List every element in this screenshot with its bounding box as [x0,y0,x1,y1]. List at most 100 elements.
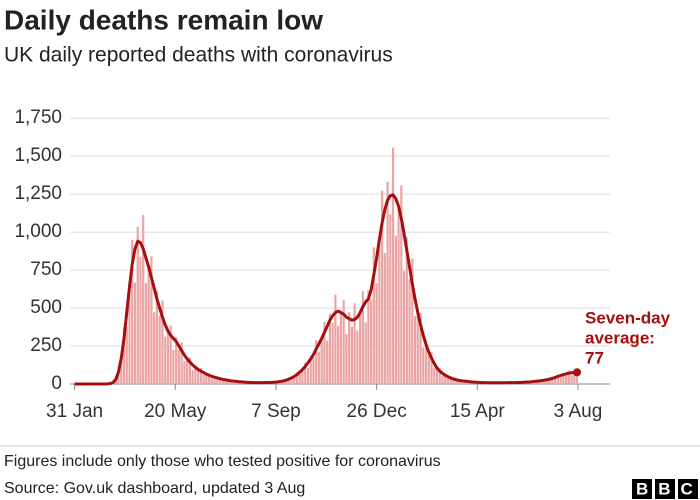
bar [139,256,142,384]
bar [298,374,301,384]
bar [375,283,378,384]
bar [287,380,290,384]
bar [331,322,334,384]
x-tick-label: 31 Jan [46,401,103,422]
x-tick-label: 26 Dec [347,401,407,422]
logo-box [632,479,652,499]
bar [328,313,332,384]
bar [570,375,573,384]
bar [117,370,120,384]
bar [386,181,389,384]
bar [120,360,123,384]
bar [397,206,400,384]
bar [136,226,139,384]
bar [427,355,430,384]
bar [345,333,348,384]
bar [326,340,329,384]
bar [164,336,167,384]
bar [381,190,384,384]
bar [564,374,568,384]
bar [219,377,222,384]
x-tick-label: 7 Sep [251,401,301,422]
bar [413,315,417,384]
bar [191,369,194,384]
annotation: average: [585,328,655,347]
logo-text: BBC [636,479,700,498]
bar [402,271,406,384]
bar [194,365,197,384]
bar [199,367,202,384]
bar [114,380,117,384]
bar [378,239,381,384]
y-tick-label: 250 [30,335,62,356]
bar [460,381,463,384]
bar [158,315,161,384]
bar [188,357,191,384]
y-tick-label: 0 [51,373,62,394]
bar [559,377,562,384]
bar [309,356,312,384]
bar [177,349,181,384]
end-dot [573,368,582,377]
bar [348,312,351,384]
bar [155,290,159,384]
bar [567,370,570,384]
bar [422,347,425,384]
bar [142,214,145,384]
chart-subtitle: UK daily reported deaths with coronaviru… [4,44,393,67]
bar [339,312,343,384]
bar [416,312,419,384]
bar [128,286,131,384]
bar [435,368,439,384]
bar [320,338,323,384]
bar [391,147,395,384]
bar [545,380,548,384]
x-tick-label: 3 Aug [554,401,603,422]
y-tick-label: 500 [30,297,62,318]
y-tick-label: 1,000 [14,221,62,242]
logo-box [678,479,698,499]
bar [317,351,321,384]
bar [304,363,307,384]
bar [210,378,213,384]
bar [548,377,551,384]
bar [147,267,150,384]
bar [133,282,137,384]
bar [446,377,450,384]
y-tick-label: 750 [30,259,62,280]
bar [153,312,156,384]
y-tick-label: 1,250 [14,183,62,204]
bar [224,379,227,384]
bar [144,283,148,384]
bar [438,368,441,384]
bar [306,368,310,384]
logo: BBC [632,479,700,499]
bar [430,351,433,384]
bar [394,235,397,384]
bar [405,236,408,384]
bar [337,325,340,384]
bar [449,376,452,384]
bar [419,312,422,384]
x-tick-label: 20 May [144,401,207,422]
value-label: 77 [585,348,604,367]
bar [186,358,189,384]
bar [208,373,211,384]
bar [551,379,554,384]
bar [540,381,543,384]
bar [125,326,128,384]
bar [293,377,296,384]
bar [400,185,403,384]
bar [334,294,337,384]
bar [370,299,373,384]
bar [221,380,224,384]
bar [229,381,233,384]
bar [169,325,172,384]
bar [180,342,183,384]
y-tick-label: 1,500 [14,145,62,166]
average-line [74,193,578,386]
bar [433,367,436,384]
bar [364,322,367,384]
bar [315,340,318,384]
